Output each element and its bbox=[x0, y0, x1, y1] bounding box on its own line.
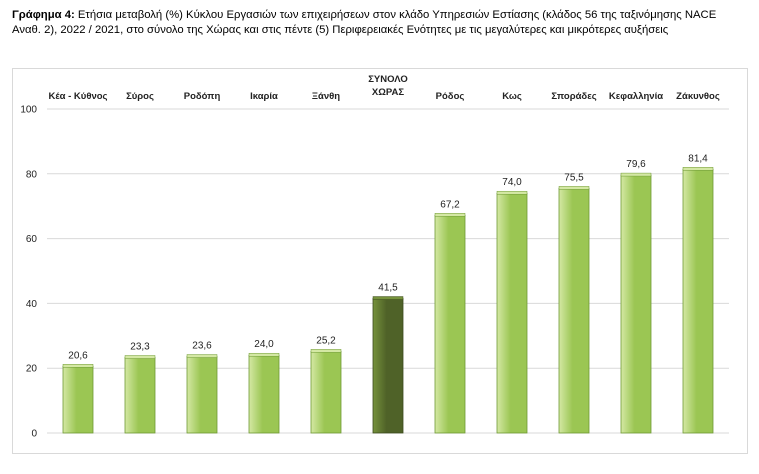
data-label: 79,6 bbox=[626, 159, 646, 170]
bar bbox=[496, 192, 528, 434]
bar bbox=[248, 354, 280, 434]
category-label: Ικαρία bbox=[250, 91, 278, 102]
bar-top-cap bbox=[372, 296, 404, 300]
bar bbox=[310, 350, 342, 434]
bar-top-cap bbox=[186, 354, 218, 358]
category-label: Ροδόπη bbox=[184, 91, 221, 102]
category-label: Ξάνθη bbox=[312, 91, 340, 102]
bar-top-cap bbox=[682, 167, 714, 171]
category-label: Σύρος bbox=[126, 91, 154, 102]
y-tick-label: 0 bbox=[31, 429, 37, 440]
bar bbox=[558, 187, 590, 434]
data-label: 20,6 bbox=[68, 350, 88, 361]
bar bbox=[682, 168, 714, 434]
category-label: Ρόδος bbox=[436, 91, 465, 102]
category-label: ΧΩΡΑΣ bbox=[372, 87, 404, 98]
y-tick-label: 100 bbox=[20, 105, 37, 116]
data-label: 41,5 bbox=[378, 283, 398, 294]
y-tick-label: 20 bbox=[26, 364, 38, 375]
caption-label: Γράφημα 4: bbox=[12, 9, 75, 21]
data-label: 67,2 bbox=[440, 199, 460, 210]
category-label: Κως bbox=[502, 91, 522, 102]
bar bbox=[124, 357, 156, 434]
bar bbox=[434, 214, 466, 434]
y-tick-label: 60 bbox=[26, 234, 38, 245]
bar bbox=[620, 174, 652, 434]
data-label: 23,6 bbox=[192, 341, 212, 352]
caption-text: Ετήσια μεταβολή (%) Κύκλου Εργασιών των … bbox=[12, 9, 717, 36]
data-label: 24,0 bbox=[254, 339, 274, 350]
category-label: Σποράδες bbox=[551, 91, 596, 102]
data-label: 25,2 bbox=[316, 335, 336, 346]
bar-top-cap bbox=[620, 172, 652, 177]
bar-top-cap bbox=[558, 186, 590, 190]
bar-top-cap bbox=[434, 213, 466, 217]
bar-top-cap bbox=[310, 349, 342, 353]
category-label: ΣΥΝΟΛΟ bbox=[368, 74, 408, 85]
bar bbox=[62, 365, 94, 434]
data-label: 81,4 bbox=[688, 153, 708, 164]
bar-chart: 0 20 40 60 80 100 20,6 Κέα - Κύθνος 23,3 Σύρος 23… bbox=[20, 74, 729, 440]
bar bbox=[186, 356, 218, 434]
bar-top-cap bbox=[124, 355, 156, 359]
bar-top-cap bbox=[62, 364, 94, 368]
category-label: Κέα - Κύθνος bbox=[49, 91, 108, 102]
y-tick-label: 80 bbox=[26, 169, 38, 180]
chart-caption: Γράφημα 4: Ετήσια μεταβολή (%) Κύκλου Ερ… bbox=[12, 8, 748, 38]
bar-top-cap bbox=[496, 190, 528, 195]
data-label: 74,0 bbox=[502, 177, 522, 188]
data-label: 23,3 bbox=[130, 342, 150, 353]
bar bbox=[372, 298, 404, 434]
y-tick-label: 40 bbox=[26, 299, 38, 310]
bar-top-cap bbox=[248, 352, 280, 357]
category-label: Κεφαλληνία bbox=[609, 91, 663, 102]
data-label: 75,5 bbox=[564, 172, 584, 183]
category-label: Ζάκυνθος bbox=[676, 91, 720, 102]
chart-frame: 0 20 40 60 80 100 20,6 Κέα - Κύθνος 23,3 Σύρος 23… bbox=[12, 68, 748, 454]
